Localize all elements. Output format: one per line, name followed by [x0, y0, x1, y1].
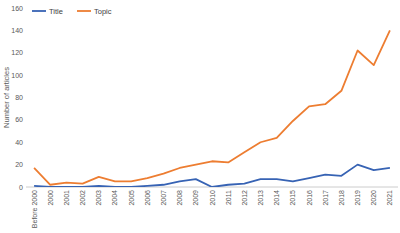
y-tick-label: 120 — [11, 49, 23, 56]
x-tick-label: 2006 — [144, 190, 151, 206]
chart-root: 0 20 40 60 80 100 120 140 160 Before 2000 2000 2001… — [0, 0, 400, 233]
x-tick-label: 2007 — [160, 190, 167, 206]
legend-swatch — [77, 10, 91, 12]
x-tick-label: 2002 — [79, 190, 86, 206]
x-tick-label: 2014 — [273, 190, 280, 206]
y-tick-label: 40 — [15, 139, 23, 146]
legend-label: Title — [49, 7, 63, 16]
legend-label: Topic — [94, 7, 112, 16]
x-tick-label: 2004 — [111, 190, 118, 206]
x-tick-label: 2003 — [95, 190, 102, 206]
x-tick-label: 2001 — [63, 190, 70, 206]
x-tick-label: 2019 — [354, 190, 361, 206]
x-tick-label: 2010 — [209, 190, 216, 206]
y-tick-label: 20 — [15, 161, 23, 168]
x-tick-label: 2018 — [338, 190, 345, 206]
legend-swatch — [32, 10, 46, 12]
y-axis-label: Number of articles — [2, 67, 11, 128]
x-tick-label: 2005 — [128, 190, 135, 206]
x-tick-label: 2021 — [386, 190, 393, 206]
y-tick-label: 140 — [11, 27, 23, 34]
x-tick-label: Before 2000 — [31, 190, 38, 228]
x-tick-label: 2011 — [225, 190, 232, 205]
x-tick-label: 2015 — [289, 190, 296, 206]
chart-svg: 0 20 40 60 80 100 120 140 160 Before 2000 2000 2001… — [0, 0, 400, 233]
y-tick-label: 0 — [19, 184, 23, 191]
series-line — [34, 30, 390, 184]
x-tick-label: 2017 — [322, 190, 329, 206]
x-tick-label: 2009 — [192, 190, 199, 206]
x-tick-label: 2016 — [306, 190, 313, 206]
x-tick-label: 2008 — [176, 190, 183, 206]
y-tick-label: 100 — [11, 72, 23, 79]
x-tick-label: 2013 — [257, 190, 264, 206]
series-line — [34, 165, 390, 187]
y-tick-label: 80 — [15, 94, 23, 101]
x-tick-label: 2020 — [370, 190, 377, 206]
x-tick-label: 2012 — [241, 190, 248, 206]
y-tick-label: 60 — [15, 116, 23, 123]
plot-lines — [34, 30, 390, 187]
x-tick-label: 2000 — [47, 190, 54, 206]
y-tick-label: 160 — [11, 5, 23, 12]
